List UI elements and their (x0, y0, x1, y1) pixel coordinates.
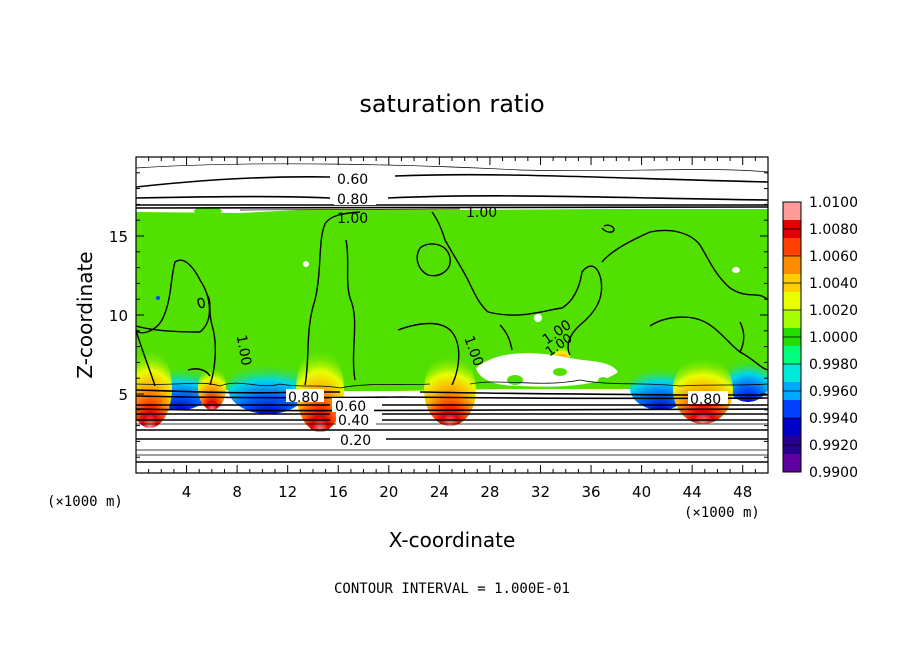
contour-label: 0.80 (288, 390, 319, 406)
cold-region (726, 358, 768, 402)
contour-label: 1.00 (337, 211, 368, 227)
colorbar-swatch (783, 346, 801, 365)
colorbar-label: 0.9920 (809, 438, 858, 454)
y-tick-label: 5 (118, 386, 128, 404)
colorbar-label: 0.9960 (809, 384, 858, 400)
x-tick-label: 8 (232, 483, 242, 501)
contour-label: 0.20 (340, 433, 371, 449)
colorbar-label: 1.0020 (809, 303, 858, 319)
contour-lines-cloud (136, 211, 768, 387)
x-tick-label: 12 (278, 483, 297, 501)
colorbar-swatch (783, 292, 801, 311)
chart-title: saturation ratio (359, 90, 544, 118)
colorbar-label: 0.9940 (809, 411, 858, 427)
y-tick-label: 15 (109, 228, 128, 246)
x-tick-label: 16 (329, 483, 348, 501)
colorbar-swatch (783, 454, 801, 473)
z-unit-label: (×1000 m) (47, 494, 123, 510)
colorbar-label: 0.9900 (809, 465, 858, 481)
colorbar-swatch (783, 400, 801, 419)
x-axis-label: X-coordinate (389, 528, 516, 552)
contour-lines-upper (136, 173, 768, 209)
green-patch (194, 207, 222, 215)
contour-label: 0.40 (338, 413, 369, 429)
y-axis-label: Z-coordinate (73, 251, 97, 378)
colorbar-swatch (783, 310, 801, 329)
colorbar-label: 1.0100 (809, 195, 858, 211)
contour-label: 0.80 (337, 192, 368, 208)
colorbar-swatch (783, 364, 801, 383)
x-tick-label: 36 (581, 483, 600, 501)
x-tick-label: 20 (379, 483, 398, 501)
colorbar: 1.0100 1.0080 1.0060 1.0040 1.0020 1.0000 0.99… (782, 195, 858, 481)
x-tick-label: 24 (430, 483, 449, 501)
colorbar-swatch (783, 256, 801, 275)
contour-label: 0.60 (337, 172, 368, 188)
cold-region (228, 362, 308, 414)
x-tick-label: 32 (531, 483, 550, 501)
colorbar-swatch (783, 418, 801, 437)
contour-label: 1.00 (233, 334, 254, 367)
x-tick-label: 4 (182, 483, 192, 501)
colorbar-swatch (783, 202, 801, 221)
supersaturated-plume (198, 366, 226, 410)
x-unit-label: (×1000 m) (684, 505, 760, 521)
supersaturated-plume (424, 354, 476, 426)
contour-label: 1.00 (466, 205, 497, 221)
supersaturated-plume (673, 356, 733, 424)
colorbar-swatch (783, 238, 801, 257)
x-tick-label: 48 (733, 483, 752, 501)
supersaturated-plume (136, 348, 172, 428)
colorbar-label: 1.0040 (809, 276, 858, 292)
contour-label: 0.60 (335, 399, 366, 415)
colorbar-label: 0.9980 (809, 357, 858, 373)
x-axis: 4 8 12 16 20 24 28 32 36 40 44 48 (148, 157, 756, 501)
colorbar-label: 1.0080 (809, 222, 858, 238)
colorbar-label: 1.0000 (809, 330, 858, 346)
x-tick-label: 40 (632, 483, 651, 501)
y-tick-label: 10 (109, 307, 128, 325)
colorbar-label: 1.0060 (809, 249, 858, 265)
y-axis: 5 10 15 (109, 172, 768, 458)
x-tick-label: 28 (480, 483, 499, 501)
plot-field (136, 157, 768, 473)
x-tick-label: 44 (683, 483, 702, 501)
contour-interval-note: CONTOUR INTERVAL = 1.000E-01 (334, 581, 570, 597)
contour-label: 0.80 (690, 392, 721, 408)
